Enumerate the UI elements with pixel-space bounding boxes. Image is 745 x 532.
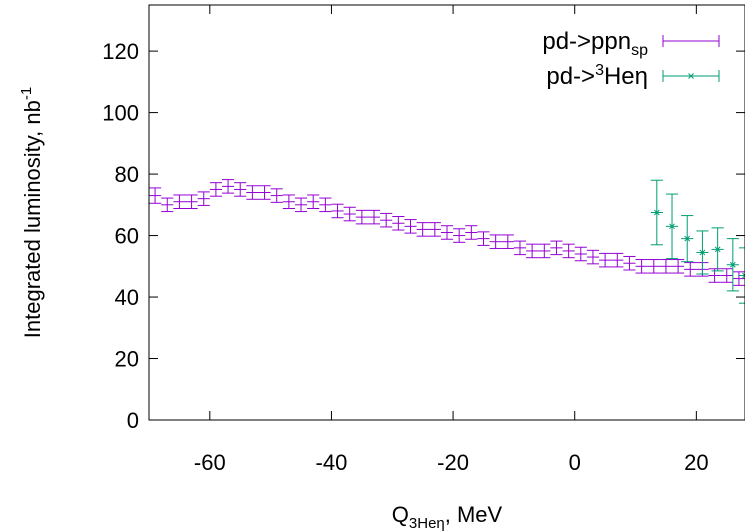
data-point (574, 246, 587, 262)
data-point (282, 194, 295, 210)
data-point (221, 179, 235, 194)
data-point (367, 209, 381, 225)
data-point (489, 234, 502, 249)
data-point (343, 206, 356, 222)
data-point (307, 194, 320, 210)
y-tick-label: 120 (102, 39, 139, 64)
data-point (185, 194, 198, 210)
ticks: 0 20 40 60 80 100 120 -60 -40 -20 0 20 (102, 5, 745, 475)
data-point (453, 228, 466, 243)
data-point (526, 243, 539, 259)
data-point (550, 240, 563, 256)
data-point (404, 219, 417, 234)
data-point (696, 230, 709, 275)
plot-frame (148, 4, 745, 421)
marker (669, 223, 675, 230)
data-point (246, 185, 259, 200)
x-tick-label: 0 (569, 450, 581, 475)
legend-label: pd->ppnsp (542, 28, 648, 59)
data-point (440, 225, 454, 240)
plot-area (149, 179, 745, 304)
y-tick-label: 60 (115, 224, 139, 249)
y-axis-title: Integrated luminosity, nb-1 (18, 87, 45, 338)
data-point (738, 247, 745, 304)
data-point (197, 191, 210, 206)
data-point (501, 234, 514, 249)
data-point (465, 225, 478, 240)
y-tick-label: 20 (115, 347, 139, 372)
data-point (258, 185, 271, 200)
data-point (428, 222, 441, 237)
data-point (513, 240, 527, 256)
data-point (672, 259, 685, 274)
data-point (234, 182, 247, 197)
legend-entry-2: pd->3Heη (546, 62, 720, 90)
marker (729, 261, 736, 268)
axis-titles: Q3Heη, MeV Integrated luminosity, nb-1 (18, 87, 503, 532)
legend-marker (688, 73, 694, 79)
data-point (732, 271, 745, 286)
data-point (711, 227, 724, 272)
data-point (681, 215, 694, 263)
data-point (380, 212, 393, 228)
data-point (726, 238, 739, 292)
y-tick-label: 0 (127, 408, 139, 433)
y-tick-label: 100 (102, 101, 139, 126)
data-point (665, 193, 679, 260)
data-point (650, 179, 663, 246)
series-1 (149, 179, 745, 286)
legend: pd->ppnsp pd->3Heη (542, 28, 720, 90)
marker (699, 249, 706, 256)
x-tick-label: -40 (316, 450, 348, 475)
data-point (331, 203, 344, 219)
data-point (611, 252, 624, 268)
legend-entry-1: pd->ppnsp (542, 28, 720, 59)
x-tick-label: 20 (684, 450, 708, 475)
y-tick-label: 80 (115, 162, 139, 187)
data-point (294, 197, 308, 213)
data-point (355, 209, 368, 225)
data-point (586, 249, 600, 265)
data-point (635, 259, 648, 274)
data-point (562, 243, 575, 259)
x-tick-label: -20 (437, 450, 469, 475)
y-tick-label: 40 (115, 285, 139, 310)
marker (742, 274, 745, 279)
marker (714, 246, 721, 253)
x-tick-label: -60 (194, 450, 226, 475)
data-point (599, 252, 612, 268)
marker (742, 272, 745, 277)
data-point (684, 262, 697, 277)
data-point (538, 243, 551, 259)
data-point (720, 268, 733, 283)
data-point (173, 194, 186, 210)
data-point (659, 259, 673, 274)
legend-label: pd->3Heη (546, 62, 648, 90)
data-point (623, 255, 636, 271)
data-point (416, 222, 429, 237)
data-point (477, 231, 490, 246)
series-2 (650, 179, 745, 304)
data-point (319, 197, 332, 213)
x-axis-title: Q3Heη, MeV (392, 502, 503, 532)
data-point (149, 187, 162, 204)
marker (653, 209, 660, 216)
data-point (392, 215, 405, 231)
data-point (161, 197, 174, 213)
marker (684, 235, 691, 242)
data-point (270, 188, 283, 203)
data-point (209, 182, 222, 197)
data-point (647, 259, 660, 274)
axes (148, 4, 745, 421)
